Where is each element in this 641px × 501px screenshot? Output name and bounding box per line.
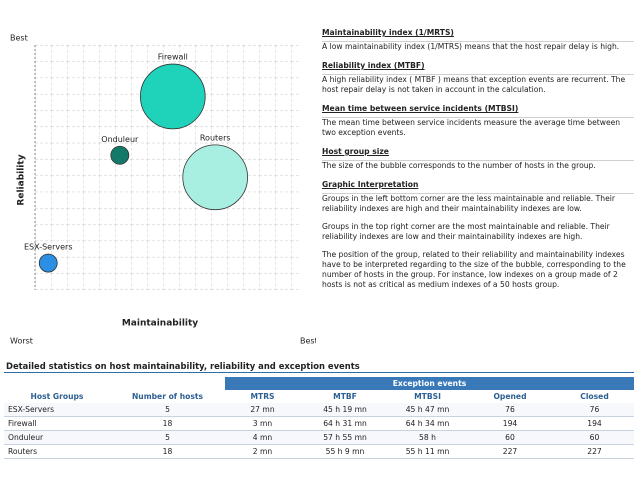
note-separator [322,41,634,42]
table-cell: 227 [555,444,634,459]
note-separator [322,160,634,161]
note-heading: Maintainability index (1/MRTS) [322,28,454,37]
table-cell: 45 h 19 mn [300,403,390,417]
table-cell: 60 [465,430,555,445]
blank-cell [4,377,225,390]
note-separator [322,74,634,75]
note-text: The position of the group, related to th… [322,250,626,289]
note-text: A low maintainability index (1/MTRS) mea… [322,42,620,51]
table-cell: 55 h 11 mn [390,444,465,459]
table-cell: Onduleur [4,430,110,445]
table-cell: 5 [110,430,225,445]
bubble-label: Routers [200,133,231,142]
stats-table: Exception events Host Groups Number of hos… [4,377,634,459]
table-cell: Routers [4,444,110,459]
note-separator [322,117,634,118]
table-title: Detailed statistics on host maintainabil… [6,361,360,371]
column-header: MTBF [333,392,357,401]
column-header: MTRS [250,392,275,401]
y-axis-label: Reliability [17,154,27,205]
table-cell: 64 h 34 mn [390,416,465,431]
column-header: Number of hosts [131,392,204,401]
bubble-label: Onduleur [101,135,139,144]
table-cell: 55 h 9 mn [300,444,390,459]
column-header: Closed [580,392,609,401]
group-header-row: Exception events [4,377,634,390]
bubble [182,144,248,211]
table-cell: 57 h 55 mn [300,430,390,445]
table-cell: 27 mn [225,403,300,417]
table-cell: Firewall [4,416,110,431]
bubble [139,63,206,130]
table-cell: 194 [555,416,634,431]
x-axis-label: Maintainability [122,319,198,329]
corner-label: Worst [10,337,33,346]
note-heading: Reliability index (MTBF) [322,61,425,70]
table-cell: 45 h 47 mn [390,403,465,417]
table-cell: 60 [555,430,634,445]
notes-panel: Maintainability index (1/MRTS) A low main… [322,28,634,298]
table-cell: 4 mn [225,430,300,445]
column-header: Opened [493,392,527,401]
table-cell: 194 [465,416,555,431]
note-text: A high reliability index ( MTBF ) means … [322,75,626,94]
note-separator [322,193,634,194]
column-header: MTBSI [414,392,441,401]
table-cell: 58 h [390,430,465,445]
note-heading: Graphic Interpretation [322,180,419,189]
bubble-label: ESX-Servers [24,243,73,252]
corner-label: Best [10,34,28,43]
table-cell: 2 mn [225,444,300,459]
note-heading: Host group size [322,147,389,156]
table-row: Firewall 18 3 mn 64 h 31 mn 64 h 34 mn 194 194 [4,416,634,431]
table-rule [4,372,634,373]
header-row: Host Groups Number of hosts MTRS MTBF MTBSI O… [4,390,634,403]
table-cell: 76 [555,403,634,417]
table-cell: 76 [465,403,555,417]
corner-label: Best [300,337,316,346]
table-cell: ESX-Servers [4,403,110,417]
table-row: Routers 18 2 mn 55 h 9 mn 55 h 11 mn 227 227 [4,444,634,459]
column-header: Host Groups [30,392,84,401]
table-cell: 227 [465,444,555,459]
bubble [38,253,58,273]
note-text: The size of the bubble corresponds to th… [322,161,596,170]
bubble [110,145,130,165]
table-cell: 18 [110,416,225,431]
table-cell: 18 [110,444,225,459]
bubble-chart: Best Worst Best Maintainability Reliabil… [10,34,316,346]
note-text: Groups in the top right corner are the m… [322,222,610,241]
table-row: Onduleur 5 4 mn 57 h 55 mn 58 h 60 60 [4,430,634,445]
table-cell: 5 [110,403,225,417]
group-header: Exception events [225,377,634,390]
note-heading: Mean time between service incidents (MTB… [322,104,519,113]
table-cell: 3 mn [225,416,300,431]
bubble-label: Firewall [158,53,188,62]
table-row: ESX-Servers 5 27 mn 45 h 19 mn 45 h 47 mn 76 7… [4,403,634,417]
note-text: Groups in the left bottom corner are the… [322,194,615,213]
table-cell: 64 h 31 mn [300,416,390,431]
note-text: The mean time between service incidents … [322,118,621,137]
